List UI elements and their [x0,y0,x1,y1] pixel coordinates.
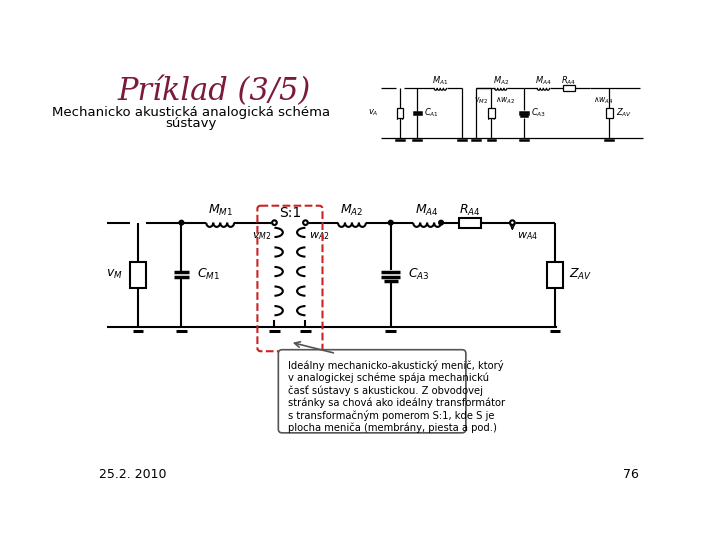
Text: $M_{A4}$: $M_{A4}$ [535,75,552,87]
Text: $M_{A2}$: $M_{A2}$ [341,203,364,218]
Text: $C_{M1}$: $C_{M1}$ [197,267,220,282]
Bar [130,261,145,288]
Text: $M_{A2}$: $M_{A2}$ [492,75,509,87]
Text: $v_M$: $v_M$ [106,268,122,281]
Text: $M_{A1}$: $M_{A1}$ [432,75,449,87]
Text: 76: 76 [623,468,639,481]
Text: $\wedge w_{A2}$: $\wedge w_{A2}$ [495,96,516,106]
Bar [547,261,563,288]
Circle shape [438,220,444,225]
Text: $R_{A4}$: $R_{A4}$ [562,75,577,87]
Text: $v_A$: $v_A$ [368,107,378,118]
Text: $v_{M2}$: $v_{M2}$ [474,96,487,106]
Circle shape [510,220,515,225]
Circle shape [272,220,276,225]
Bar [397,107,403,118]
Bar [606,107,613,118]
Text: $w_{A4}$: $w_{A4}$ [517,231,538,242]
Bar [488,107,495,118]
Text: $R_{A4}$: $R_{A4}$ [459,203,480,218]
Text: $C_{A3}$: $C_{A3}$ [408,267,429,282]
Text: $C_{A3}$: $C_{A3}$ [531,107,546,119]
Text: $Z_{AV}$: $Z_{AV}$ [569,267,593,282]
Bar [563,85,575,91]
Text: Mechanicko akustická analogická schéma: Mechanicko akustická analogická schéma [52,106,330,119]
Text: $\wedge w_{A4}$: $\wedge w_{A4}$ [593,96,613,106]
Text: $v_{M2}$: $v_{M2}$ [252,231,271,242]
Text: sústavy: sústavy [165,117,217,130]
Text: $Z_{AV}$: $Z_{AV}$ [616,107,632,119]
Text: $M_{A4}$: $M_{A4}$ [415,203,439,218]
Circle shape [303,220,307,225]
Text: Príklad (3/5): Príklad (3/5) [117,76,310,107]
Circle shape [388,220,393,225]
Text: S:1: S:1 [279,206,301,220]
Bar [459,218,481,228]
FancyBboxPatch shape [279,350,466,433]
Text: 25.2. 2010: 25.2. 2010 [99,468,167,481]
Text: $M_{M1}$: $M_{M1}$ [207,203,233,218]
Text: $C_{A1}$: $C_{A1}$ [424,107,439,119]
Text: $w_{A2}$: $w_{A2}$ [309,231,329,242]
Text: Ideálny mechanicko-akustický menič, ktorý
v analogickej schéme spája mechanickú
: Ideálny mechanicko-akustický menič, ktor… [289,360,505,433]
Circle shape [179,220,184,225]
